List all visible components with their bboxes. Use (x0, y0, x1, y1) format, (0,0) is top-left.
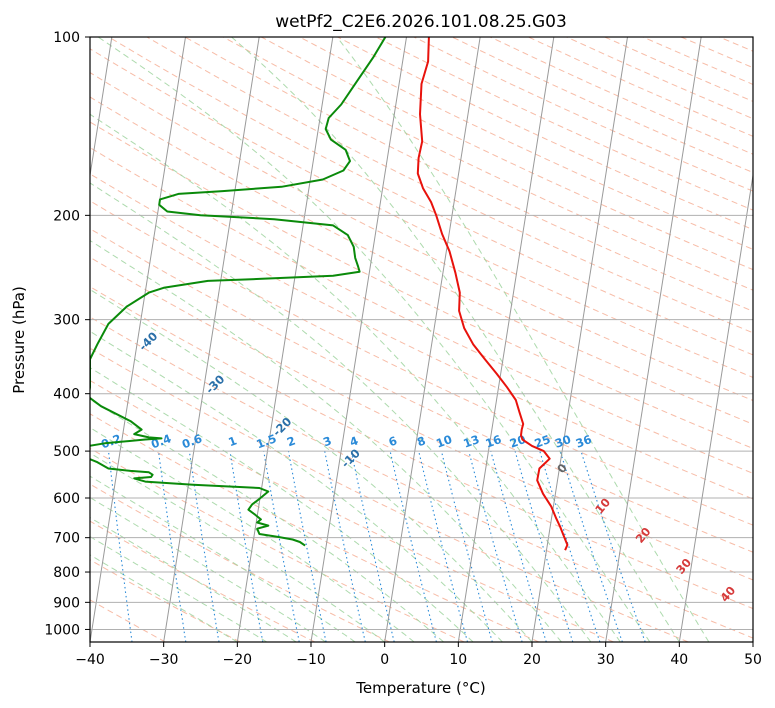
moist-adiabat-line (97, 37, 651, 642)
mixing-ratio-line (468, 450, 523, 642)
x-tick-label: −30 (149, 652, 179, 668)
mixing-ratio-label: 0.6 (180, 431, 204, 451)
x-axis-title: Temperature (°C) (355, 679, 485, 697)
y-axis-title: Pressure (hPa) (10, 286, 28, 394)
moist-adiabat-line (90, 182, 592, 642)
isotherm-line (678, 172, 753, 642)
y-tick-label: 100 (53, 30, 80, 46)
y-tick-label: 200 (53, 208, 80, 224)
isotherm-line (531, 37, 628, 642)
mixing-ratio-line (188, 451, 220, 642)
moist-adiabat-line (90, 496, 326, 642)
y-tick-label: 300 (53, 313, 80, 329)
x-axis-ticks: −40 −30 −20 −10 0 10 20 30 40 50 (75, 642, 762, 668)
x-tick-label: 0 (380, 652, 389, 668)
chart-title: wetPf2_C2E6.2026.101.08.25.G03 (275, 12, 567, 32)
mixing-ratio-line (263, 451, 300, 642)
skewed-isotherms (90, 37, 753, 642)
moist-adiabat-line (90, 239, 562, 642)
moist-adiabat-line (90, 427, 415, 642)
y-tick-label: 800 (53, 565, 80, 581)
dry-adiabat-line (90, 121, 753, 450)
y-tick-label: 900 (53, 595, 80, 611)
dry-adiabat-line (90, 147, 753, 474)
isotherm-line (384, 37, 481, 642)
mixing-ratio-label: 30 (553, 432, 573, 451)
x-tick-label: 30 (597, 652, 615, 668)
dry-adiabat-line (90, 559, 241, 642)
mixing-ratio-line (539, 450, 601, 642)
y-tick-label: 500 (53, 444, 80, 460)
pressure-gridlines (90, 37, 753, 630)
dry-adiabat-line (90, 72, 753, 402)
moist-adiabat-line (90, 554, 238, 642)
mixing-ratio-label: 16 (484, 432, 504, 451)
moist-adiabat-line (90, 288, 533, 642)
dry-adiabat-line (90, 256, 753, 581)
mixing-ratio-line (514, 450, 574, 642)
temperature-profile-line (416, 37, 569, 551)
dry-adiabat-line (90, 200, 753, 526)
dewpoint-profile-line (90, 37, 387, 547)
moist-adiabat-line (90, 475, 356, 642)
mixing-ratio-label: 36 (574, 432, 594, 451)
y-tick-label: 700 (53, 531, 80, 547)
moist-adiabat-line (90, 452, 385, 642)
y-axis-ticks: 100 200 300 400 500 600 700 800 900 1000 (44, 30, 90, 638)
dry-adiabat-line (184, 37, 753, 312)
plot-frame (89, 36, 754, 643)
x-tick-label: −20 (223, 652, 253, 668)
x-tick-label: 40 (670, 652, 688, 668)
dry-adiabat-line (90, 48, 753, 378)
x-tick-label: −40 (75, 652, 105, 668)
dry-adiabat-line (90, 228, 753, 553)
mixing-ratio-label: 13 (461, 432, 481, 451)
dry-adiabat-line (90, 316, 753, 639)
x-tick-label: 50 (744, 652, 762, 668)
isotherm-line (90, 37, 186, 642)
mixing-ratio-line (157, 451, 187, 642)
mixing-ratio-label: 10 (434, 432, 454, 451)
y-tick-label: 600 (53, 491, 80, 507)
mixing-ratio-line (229, 451, 264, 642)
x-tick-label: 10 (449, 652, 467, 668)
y-tick-label: 400 (53, 387, 80, 403)
mixing-ratio-label: 20 (508, 432, 528, 451)
mixing-ratio-label: 0.4 (149, 431, 173, 451)
profile-lines (90, 37, 569, 551)
dry-adiabat-line (90, 379, 614, 642)
mixing-ratio-label: 0.2 (99, 431, 123, 451)
dry-adiabat-line (90, 286, 753, 610)
x-tick-label: 20 (523, 652, 541, 668)
mixing-ratio-label: 25 (533, 432, 553, 451)
dry-adiabat-line (90, 347, 689, 642)
mixing-ratio-label: 1.5 (254, 431, 278, 451)
isotherm-line (90, 37, 113, 179)
dry-adiabat-line (90, 413, 540, 642)
moist-adiabat-line (90, 367, 474, 642)
dry-adiabats (90, 37, 753, 642)
moist-adiabat-line (231, 37, 680, 642)
dry-adiabat-line (145, 37, 753, 334)
y-tick-label: 1000 (44, 622, 80, 638)
plot-area: -100-90-80-70-60-50-40-30-20-100.10.20.4… (90, 37, 753, 642)
mixing-ratio-line (490, 450, 547, 642)
dry-adiabat-line (90, 520, 315, 642)
x-tick-label: −10 (296, 652, 326, 668)
isotherm-line (310, 37, 407, 642)
isotherm-line (605, 37, 702, 642)
isotherm-line (163, 37, 260, 642)
moist-adiabat-line (90, 113, 621, 642)
isotherm-line (236, 37, 334, 642)
isotherm-line (457, 37, 555, 642)
